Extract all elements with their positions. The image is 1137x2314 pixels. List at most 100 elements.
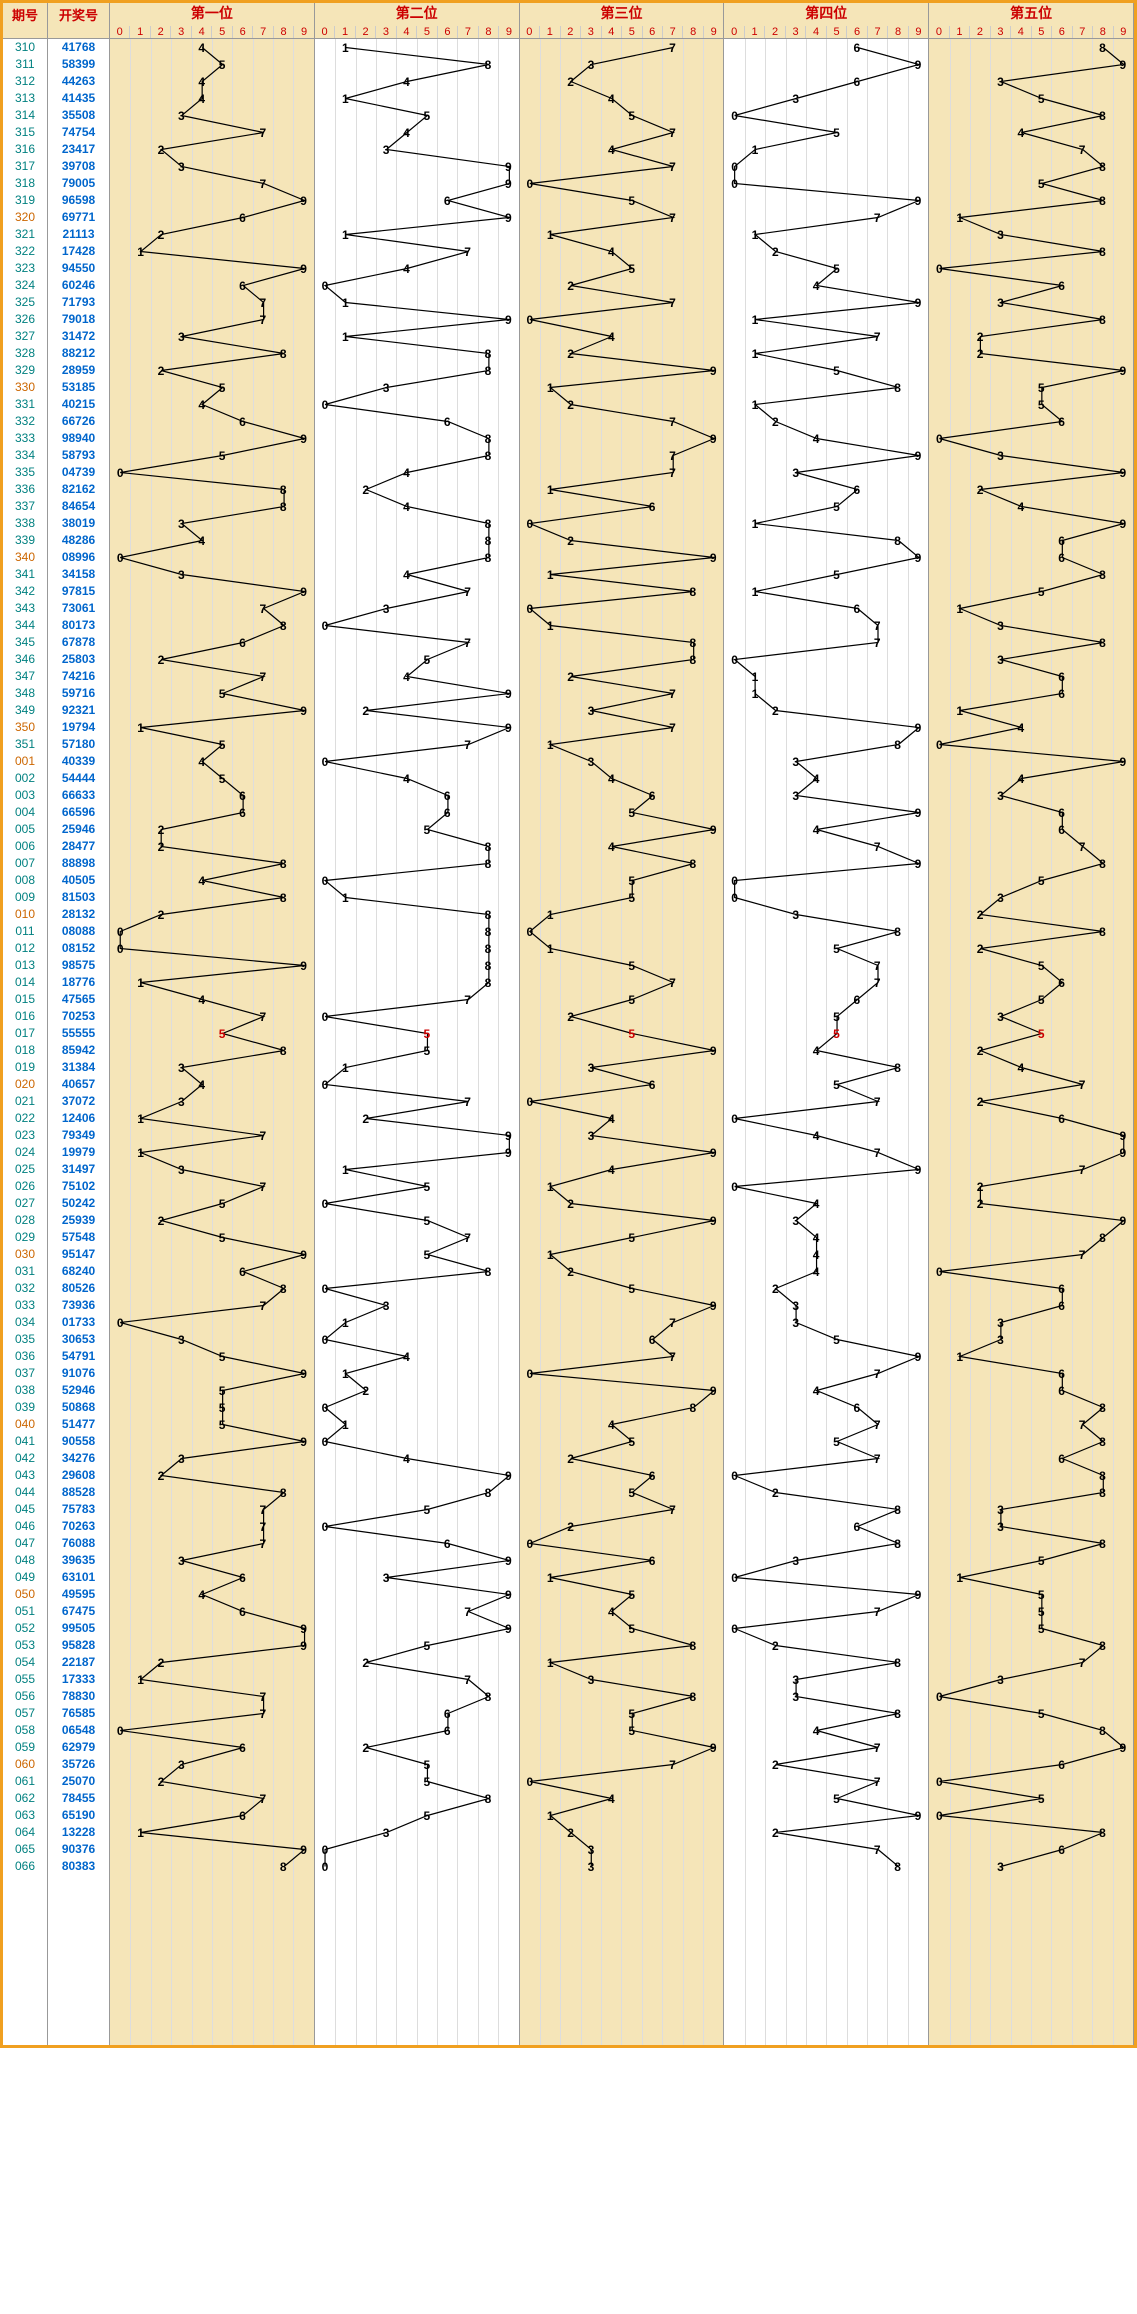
position-cell: 9 — [929, 753, 1134, 770]
digit-marker: 3 — [792, 92, 799, 106]
table-row: 0580654806548 — [3, 1722, 1134, 1739]
position-cell: 0 — [110, 464, 315, 481]
number-cell: 40339 — [48, 753, 110, 770]
digit-marker: 6 — [239, 211, 246, 225]
table-row: 3162341723417 — [3, 141, 1134, 158]
position-cell: 8 — [724, 1501, 929, 1518]
digit-marker: 7 — [260, 1537, 267, 1551]
position-cell: 5 — [315, 651, 520, 668]
position-cell: 8 — [724, 1858, 929, 1875]
digit-marker: 0 — [322, 755, 329, 769]
position-cell: 4 — [315, 770, 520, 787]
digit-marker: 4 — [813, 1248, 820, 1262]
digit-marker: 1 — [547, 1571, 554, 1585]
period-cell: 333 — [3, 430, 48, 447]
position-cell: 2 — [929, 1093, 1134, 1110]
position-cell: 0 — [724, 651, 929, 668]
digit-marker: 8 — [894, 1503, 901, 1517]
position-cell: 4 — [315, 1450, 520, 1467]
position-cell: 7 — [724, 957, 929, 974]
digit-marker: 5 — [628, 1486, 635, 1500]
digit-marker: 6 — [854, 1401, 861, 1415]
position-cell: 6 — [315, 787, 520, 804]
number-cell: 90376 — [48, 1841, 110, 1858]
digit-marker: 2 — [772, 1639, 779, 1653]
position-cell: 0 — [315, 1858, 520, 1875]
position-cell: 8 — [929, 192, 1134, 209]
position-cell: 8 — [724, 532, 929, 549]
digit-marker: 8 — [894, 534, 901, 548]
table-row: 3305318553185 — [3, 379, 1134, 396]
period-cell: 331 — [3, 396, 48, 413]
position-cell: 8 — [929, 1433, 1134, 1450]
position-cell: 8 — [520, 1688, 725, 1705]
digit-marker: 1 — [547, 228, 554, 242]
header-number: 开奖号 — [48, 3, 110, 26]
digit-marker: 8 — [1099, 194, 1106, 208]
position-cell: 3 — [724, 1314, 929, 1331]
digit-marker: 3 — [383, 143, 390, 157]
period-cell: 045 — [3, 1501, 48, 1518]
position-cell: 2 — [520, 532, 725, 549]
table-row: 3448017380173 — [3, 617, 1134, 634]
position-cell: 8 — [520, 1637, 725, 1654]
position-cell: 2 — [520, 1195, 725, 1212]
position-cell: 7 — [315, 583, 520, 600]
position-cell: 3 — [110, 1552, 315, 1569]
position-cell: 3 — [520, 753, 725, 770]
period-cell: 326 — [3, 311, 48, 328]
digit-marker: 1 — [342, 228, 349, 242]
digit-marker: 2 — [158, 143, 165, 157]
digit-marker: 5 — [833, 1435, 840, 1449]
position-cell: 6 — [110, 1263, 315, 1280]
position-cell: 5 — [110, 447, 315, 464]
period-cell: 345 — [3, 634, 48, 651]
period-cell: 314 — [3, 107, 48, 124]
position-cell: 6 — [315, 192, 520, 209]
position-cell: 7 — [110, 175, 315, 192]
digit-marker: 5 — [424, 1639, 431, 1653]
position-cell: 3 — [724, 1297, 929, 1314]
position-cell: 0 — [929, 1688, 1134, 1705]
digit-marker: 7 — [669, 1350, 676, 1364]
position-cell: 4 — [724, 1229, 929, 1246]
subheader-digit: 2 — [970, 26, 990, 38]
digit-marker: 0 — [731, 653, 738, 667]
digit-marker: 5 — [1038, 1622, 1045, 1636]
position-cell: 8 — [110, 1484, 315, 1501]
position-cell: 2 — [724, 1280, 929, 1297]
digit-marker: 0 — [936, 1775, 943, 1789]
digit-marker: 0 — [526, 1367, 533, 1381]
digit-marker: 1 — [547, 908, 554, 922]
table-row: 3378465484654 — [3, 498, 1134, 515]
digit-marker: 9 — [915, 857, 922, 871]
digit-marker: 9 — [915, 1588, 922, 1602]
digit-marker: 8 — [689, 585, 696, 599]
position-cell: 4 — [110, 532, 315, 549]
table-row: 0167025370253 — [3, 1008, 1134, 1025]
digit-marker: 3 — [178, 517, 185, 531]
digit-marker: 8 — [485, 432, 492, 446]
position-cell: 7 — [315, 991, 520, 1008]
position-cell: 9 — [315, 175, 520, 192]
digit-marker: 5 — [424, 1775, 431, 1789]
digit-marker: 1 — [956, 1350, 963, 1364]
position-cell: 8 — [929, 1484, 1134, 1501]
digit-marker: 9 — [300, 1367, 307, 1381]
digit-marker: 5 — [1038, 1554, 1045, 1568]
table-row: 3501979419794 — [3, 719, 1134, 736]
digit-marker: 4 — [608, 1163, 615, 1177]
subheader-pos-3: 0123456789 — [520, 26, 725, 38]
digit-marker: 0 — [117, 466, 124, 480]
position-cell: 0 — [315, 277, 520, 294]
digit-marker: 4 — [403, 670, 410, 684]
period-cell: 313 — [3, 90, 48, 107]
number-cell: 34158 — [48, 566, 110, 583]
digit-marker: 8 — [1099, 857, 1106, 871]
position-cell: 1 — [724, 345, 929, 362]
table-row: 0328052680526 — [3, 1280, 1134, 1297]
digit-marker: 0 — [731, 1571, 738, 1585]
digit-marker: 3 — [588, 1061, 595, 1075]
position-cell: 1 — [315, 1314, 520, 1331]
period-cell: 060 — [3, 1756, 48, 1773]
